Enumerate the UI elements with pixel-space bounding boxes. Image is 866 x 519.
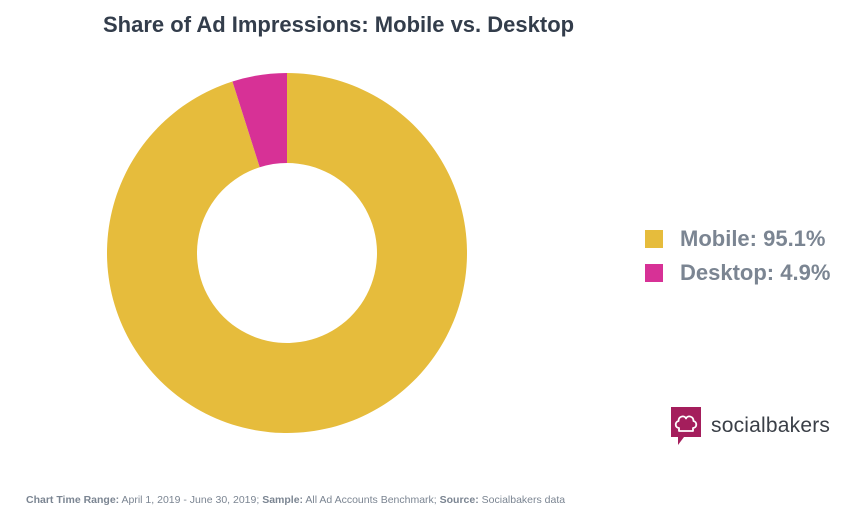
footnote-source-value: Socialbakers data [478,494,566,506]
legend-swatch-desktop [645,264,663,282]
donut-slice-mobile [107,73,467,433]
legend-label-mobile: Mobile: 95.1% [680,226,826,251]
footnote: Chart Time Range: April 1, 2019 - June 3… [26,494,565,506]
footnote-sample-value: All Ad Accounts Benchmark; [303,494,440,506]
legend: Mobile: 95.1% Desktop: 4.9% [645,222,830,290]
footnote-time-value: April 1, 2019 - June 30, 2019; [119,494,263,506]
chef-hat-speech-bubble-icon [671,407,701,445]
legend-swatch-mobile [645,230,663,248]
footnote-time-label: Chart Time Range: [26,494,120,506]
brand-logo: socialbakers [669,405,830,447]
legend-item-mobile: Mobile: 95.1% [645,222,830,256]
footnote-sample-label: Sample: [262,494,304,506]
donut-slice-desktop [232,73,287,168]
footnote-source-label: Source: [439,494,479,506]
brand-name: socialbakers [711,414,831,437]
chart-title: Share of Ad Impressions: Mobile vs. Desk… [103,12,575,37]
legend-label-desktop: Desktop: 4.9% [680,260,831,285]
legend-item-desktop: Desktop: 4.9% [645,256,830,290]
